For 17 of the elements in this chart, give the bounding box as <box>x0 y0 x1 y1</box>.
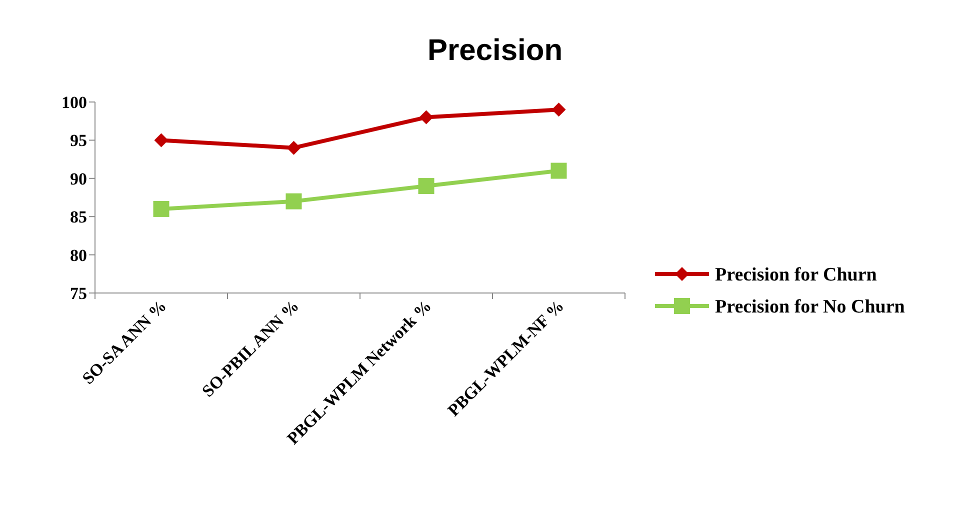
y-tick-label: 85 <box>70 208 87 227</box>
point <box>286 193 302 210</box>
point <box>286 140 301 155</box>
point <box>419 110 434 124</box>
legend-label: Precision for No Churn <box>715 296 906 318</box>
y-tick-label: 100 <box>62 92 87 112</box>
chart-title: Precision <box>427 34 563 67</box>
point <box>418 178 434 194</box>
y-tick-label: 80 <box>70 246 87 265</box>
point <box>552 102 566 117</box>
y-tick-label: 75 <box>70 284 87 303</box>
y-tick-label: 95 <box>70 131 87 150</box>
point <box>154 133 168 148</box>
point <box>153 200 170 217</box>
point <box>550 162 567 179</box>
y-tick-label: 90 <box>70 169 87 188</box>
legend-label: Precision for Churn <box>715 264 878 286</box>
